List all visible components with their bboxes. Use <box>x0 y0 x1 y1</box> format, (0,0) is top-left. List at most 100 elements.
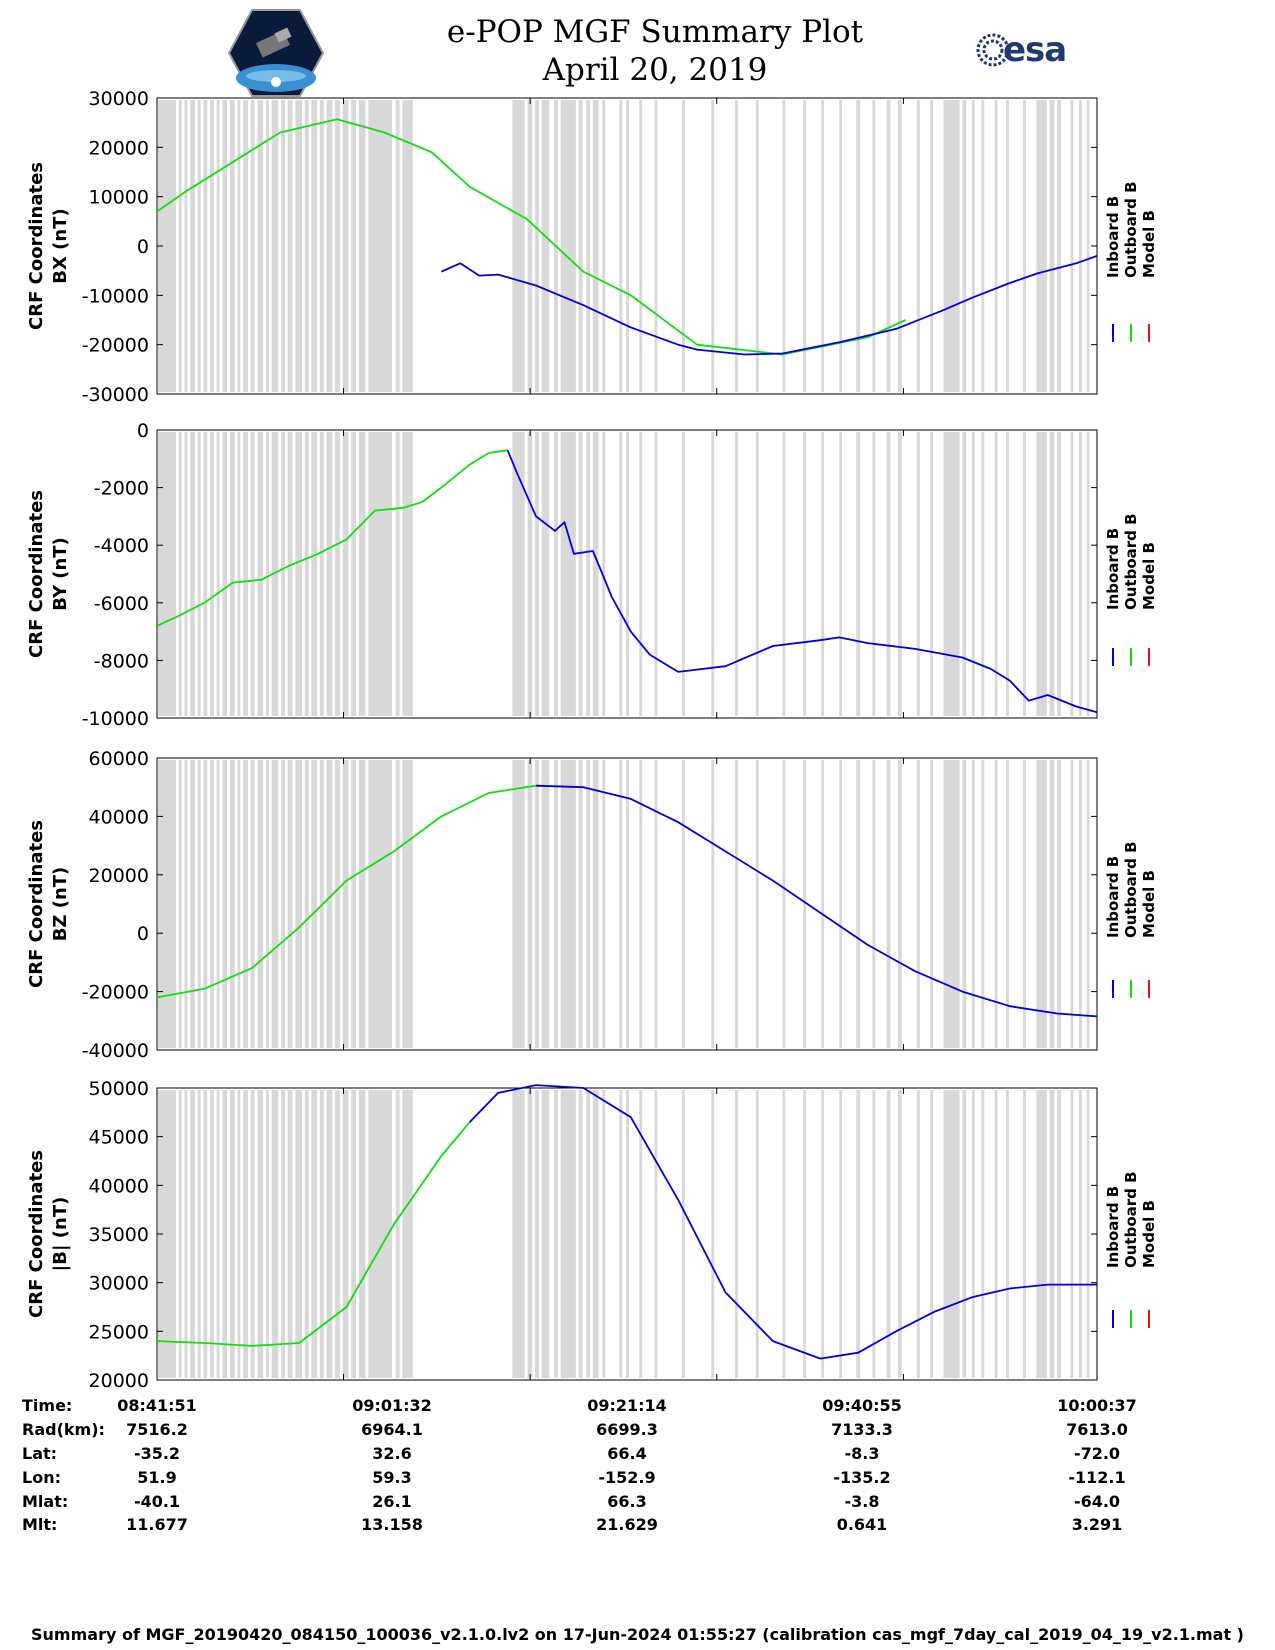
ephemeris-value: 51.9 <box>137 1468 177 1487</box>
no-data-band <box>184 760 188 1048</box>
no-data-band <box>222 760 228 1048</box>
no-data-band <box>265 1090 269 1378</box>
no-data-band <box>257 100 264 392</box>
y-tick-label: 35000 <box>89 1224 149 1246</box>
no-data-band <box>886 432 891 716</box>
y-axis-unit-label: BZ (nT) <box>50 867 71 942</box>
no-data-band <box>358 760 366 1048</box>
ephemeris-row-label: Rad(km): <box>22 1420 105 1439</box>
no-data-band <box>287 1090 293 1378</box>
y-tick-label: -10000 <box>82 285 149 307</box>
no-data-band <box>886 1090 891 1378</box>
no-data-band <box>281 1090 285 1378</box>
no-data-band <box>229 100 235 392</box>
no-data-band <box>1006 760 1009 1048</box>
y-tick-label: 50000 <box>89 1078 149 1100</box>
no-data-band <box>735 432 738 716</box>
no-data-band <box>541 1090 550 1378</box>
y-tick-label: 30000 <box>89 1273 149 1295</box>
no-data-band <box>265 100 269 392</box>
ephemeris-value: -40.1 <box>133 1492 181 1511</box>
no-data-band <box>971 1090 975 1378</box>
plot-frame <box>156 429 1098 719</box>
no-data-band <box>578 432 583 716</box>
no-data-band <box>512 100 525 392</box>
no-data-band <box>602 100 606 392</box>
no-data-band <box>560 1090 576 1378</box>
no-data-band <box>1078 760 1082 1048</box>
legend-label: Model B <box>1140 1200 1158 1268</box>
ephemeris-value: -135.2 <box>833 1468 891 1487</box>
no-data-band <box>654 432 658 716</box>
no-data-band <box>250 760 255 1048</box>
no-data-band <box>229 760 235 1048</box>
ephemeris-row: Mlt: 11.677 13.158 21.629 0.641 3.291 <box>0 1515 1275 1537</box>
no-data-band <box>886 760 891 1048</box>
no-data-band <box>335 100 340 392</box>
no-data-band <box>197 1090 201 1378</box>
no-data-band <box>178 760 182 1048</box>
no-data-band <box>626 760 629 1048</box>
no-data-band <box>755 760 759 1048</box>
chart-panel-1: 30000 20000 10000 0 -10000 -20000 -30000 CRF Co… <box>26 88 1158 406</box>
no-data-band <box>184 1090 188 1378</box>
no-data-band <box>395 432 400 716</box>
no-data-band <box>711 100 715 392</box>
no-data-band <box>304 100 309 392</box>
plot-frame <box>156 757 1098 1051</box>
no-data-band <box>326 432 333 716</box>
no-data-band <box>541 100 550 392</box>
no-data-band <box>1049 760 1055 1048</box>
no-data-band <box>560 760 576 1048</box>
no-data-band <box>335 432 340 716</box>
no-data-band <box>1057 100 1061 392</box>
no-data-band <box>639 432 643 716</box>
no-data-band <box>592 760 599 1048</box>
no-data-band <box>1070 760 1074 1048</box>
no-data-band <box>295 432 302 716</box>
no-data-band <box>304 432 309 716</box>
no-data-band <box>1086 1090 1090 1378</box>
ephemeris-value: 09:21:14 <box>587 1396 667 1415</box>
no-data-band <box>395 1090 400 1378</box>
no-data-band <box>237 432 241 716</box>
y-axis-label: CRF Coordinates <box>26 490 47 658</box>
ephemeris-row-label: Lat: <box>22 1444 58 1463</box>
legend-label: Outboard B <box>1122 1171 1140 1268</box>
outboard-b-line <box>156 449 508 627</box>
no-data-band <box>639 1090 643 1378</box>
no-data-band <box>578 100 583 392</box>
no-data-band <box>216 432 220 716</box>
no-data-band <box>839 1090 843 1378</box>
no-data-band <box>1049 432 1055 716</box>
no-data-band <box>916 760 920 1048</box>
no-data-band <box>1036 100 1047 392</box>
no-data-band <box>295 100 302 392</box>
ephemeris-value: 6964.1 <box>361 1420 423 1439</box>
no-data-band <box>755 432 759 716</box>
no-data-band <box>639 100 643 392</box>
y-tick-label: 60000 <box>89 748 149 770</box>
no-data-band <box>351 100 356 392</box>
y-axis-label: CRF Coordinates <box>26 1150 47 1318</box>
no-data-band <box>782 100 786 392</box>
ephemeris-value: -112.1 <box>1068 1468 1126 1487</box>
ephemeris-row-label: Mlt: <box>22 1515 58 1534</box>
no-data-band <box>943 760 960 1048</box>
y-tick-label: -20000 <box>82 335 149 357</box>
y-tick-label: 45000 <box>89 1127 149 1149</box>
esa-swirl-icon <box>976 33 1010 67</box>
no-data-band <box>237 100 241 392</box>
y-tick-label: 25000 <box>89 1321 149 1343</box>
no-data-band <box>257 1090 264 1378</box>
no-data-band <box>326 760 333 1048</box>
legend-label: Inboard B <box>1104 856 1122 938</box>
no-data-band <box>311 1090 318 1378</box>
no-data-band <box>210 760 214 1048</box>
no-data-band <box>735 100 738 392</box>
no-data-band <box>619 760 623 1048</box>
y-tick-label: 10000 <box>89 187 149 209</box>
no-data-band <box>803 1090 807 1378</box>
no-data-band <box>971 432 975 716</box>
no-data-band <box>541 760 550 1048</box>
